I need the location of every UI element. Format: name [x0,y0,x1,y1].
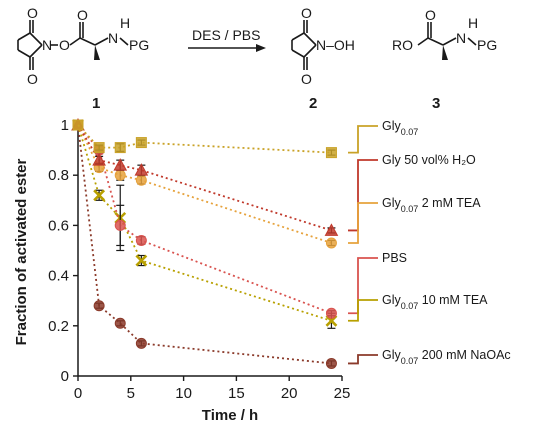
series-line [77,124,332,232]
series-line [77,124,332,154]
data-point [135,137,147,149]
c2-atom-O-top: O [301,5,312,21]
legend-label: Gly0.07 2 mM TEA [382,196,481,214]
compound-1-structure [17,20,129,70]
c3-atom-O-carbonyl: O [425,7,436,23]
y-tick-label: 0 [61,368,69,385]
legend-leader-line [348,299,378,322]
data-point [325,357,337,369]
data-point [134,163,149,176]
data-point [93,189,106,202]
x-tick-label: 5 [127,385,135,402]
reaction-label: DES / PBS [192,27,260,43]
data-point [135,234,147,246]
c1-atom-NH-N: N [108,30,118,46]
c1-atom-N: N [42,37,52,53]
c1-atom-O-carbonyl: O [77,7,88,23]
c3-atom-PG: PG [477,37,497,53]
legend-item: Gly0.07 10 mM TEA [348,293,488,322]
chart-axes: 0 5 10 15 20 25 0 0.2 0.4 0.6 0.8 1 [48,117,350,402]
c2-atom-NOH: N–OH [316,37,355,53]
series-3 [72,119,337,319]
series-line [77,124,332,365]
data-point [325,147,337,159]
compound-number-3: 3 [432,95,440,112]
data-point [324,223,339,236]
legend-leader-line [348,354,378,365]
data-point [93,300,105,312]
c3-atom-RO: RO [392,37,413,53]
data-point [93,142,105,154]
c1-atom-NH-H: H [120,15,130,31]
legend-label: Gly0.07 200 mM NaOAc [382,348,511,366]
reaction-arrow [188,44,266,52]
data-point [114,317,126,329]
data-point [114,142,126,154]
c1-atom-O-link: O [59,37,70,53]
compound-3-structure [417,22,477,60]
series-2 [72,119,337,249]
data-point [325,307,337,319]
legend-label: Gly0.07 [382,119,418,137]
c3-atom-NH-H: H [468,15,478,31]
data-point [114,169,126,181]
compound-number-1: 1 [92,95,100,112]
y-axis-title: Fraction of activated ester [13,158,30,345]
data-point [135,254,148,267]
c2-atom-O-bottom: O [301,71,312,87]
series-line [77,124,332,315]
data-point [113,158,128,171]
legend-leader-line [348,125,378,154]
data-point [325,237,337,249]
series-0 [72,119,337,159]
compound-2-structure [291,20,317,70]
legend-item: Gly0.07 [348,119,418,154]
y-tick-label: 1 [61,117,69,134]
x-tick-label: 0 [74,385,82,402]
series-1 [71,117,339,236]
c3-atom-NH-N: N [456,30,466,46]
y-tick-label: 0.8 [48,167,69,184]
x-tick-label: 15 [228,385,245,402]
legend-label: Gly 50 vol% H₂O [382,153,476,167]
y-tick-label: 0.2 [48,318,69,335]
y-tick-label: 0.6 [48,217,69,234]
legend-item: Gly0.07 2 mM TEA [348,196,481,244]
chart-legend: Gly0.07 Gly 50 vol% H₂O Gly0.07 2 mM TEA PB… [348,119,511,366]
x-tick-label: 10 [175,385,192,402]
legend-item: Gly 50 vol% H₂O [348,153,476,232]
legend-leader-line [348,202,378,244]
series-5 [72,119,337,369]
legend-label: Gly0.07 10 mM TEA [382,293,488,311]
c1-atom-O-bottom: O [27,71,38,87]
x-axis-title: Time / h [202,407,258,424]
reaction-scheme: O O N O O N H PG DES / PBS O O N–OH [17,5,497,112]
c1-atom-O-top: O [27,5,38,21]
legend-item: Gly0.07 200 mM NaOAc [348,348,511,366]
data-point [92,153,106,166]
chart-series [71,117,339,369]
x-tick-label: 25 [334,385,351,402]
y-tick-label: 0.4 [48,268,69,285]
data-point [135,337,147,349]
compound-number-2: 2 [309,95,317,112]
legend-item: PBS [348,251,407,315]
data-point [72,119,84,131]
series-4 [72,119,338,329]
legend-label: PBS [382,251,407,265]
chart: 0 5 10 15 20 25 0 0.2 0.4 0.6 0.8 1 Gly0.07 Gly 50 v… [13,117,511,424]
x-tick-label: 20 [281,385,298,402]
c1-atom-PG: PG [129,37,149,53]
data-point [135,174,147,186]
data-point [114,219,126,231]
legend-leader-line [348,159,378,232]
legend-leader-line [348,257,378,315]
